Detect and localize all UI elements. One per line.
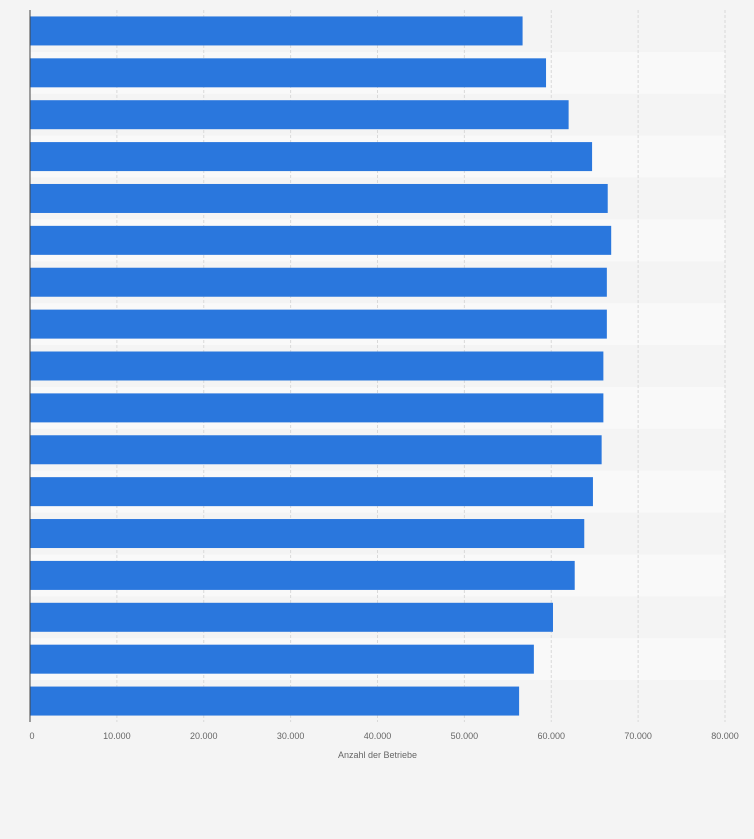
bar[interactable] — [30, 519, 585, 549]
bar[interactable] — [30, 309, 607, 339]
bar[interactable] — [30, 267, 607, 297]
x-tick-label: 10.000 — [103, 731, 131, 741]
bar[interactable] — [30, 686, 520, 716]
bar[interactable] — [30, 58, 547, 88]
bar[interactable] — [30, 644, 534, 674]
x-tick-label: 20.000 — [190, 731, 218, 741]
bar[interactable] — [30, 351, 604, 381]
x-tick-label: 80.000 — [711, 731, 739, 741]
bar[interactable] — [30, 16, 523, 46]
x-tick-label: 30.000 — [277, 731, 305, 741]
bar[interactable] — [30, 435, 602, 465]
bar[interactable] — [30, 560, 575, 590]
x-tick-label: 70.000 — [624, 731, 652, 741]
bar[interactable] — [30, 225, 612, 255]
bar[interactable] — [30, 100, 569, 130]
bar[interactable] — [30, 602, 553, 632]
x-tick-label: 40.000 — [364, 731, 392, 741]
x-tick-label: 0 — [29, 731, 34, 741]
x-axis-ticks: 0 10.000 20.000 30.000 40.000 50.000 60.000 70.… — [29, 731, 738, 741]
bars — [30, 16, 612, 716]
bar[interactable] — [30, 393, 604, 423]
bar[interactable] — [30, 183, 608, 213]
x-axis-title: Anzahl der Betriebe — [338, 750, 417, 760]
bar[interactable] — [30, 142, 593, 172]
bar[interactable] — [30, 477, 593, 507]
x-tick-label: 60.000 — [537, 731, 565, 741]
x-tick-label: 50.000 — [451, 731, 479, 741]
